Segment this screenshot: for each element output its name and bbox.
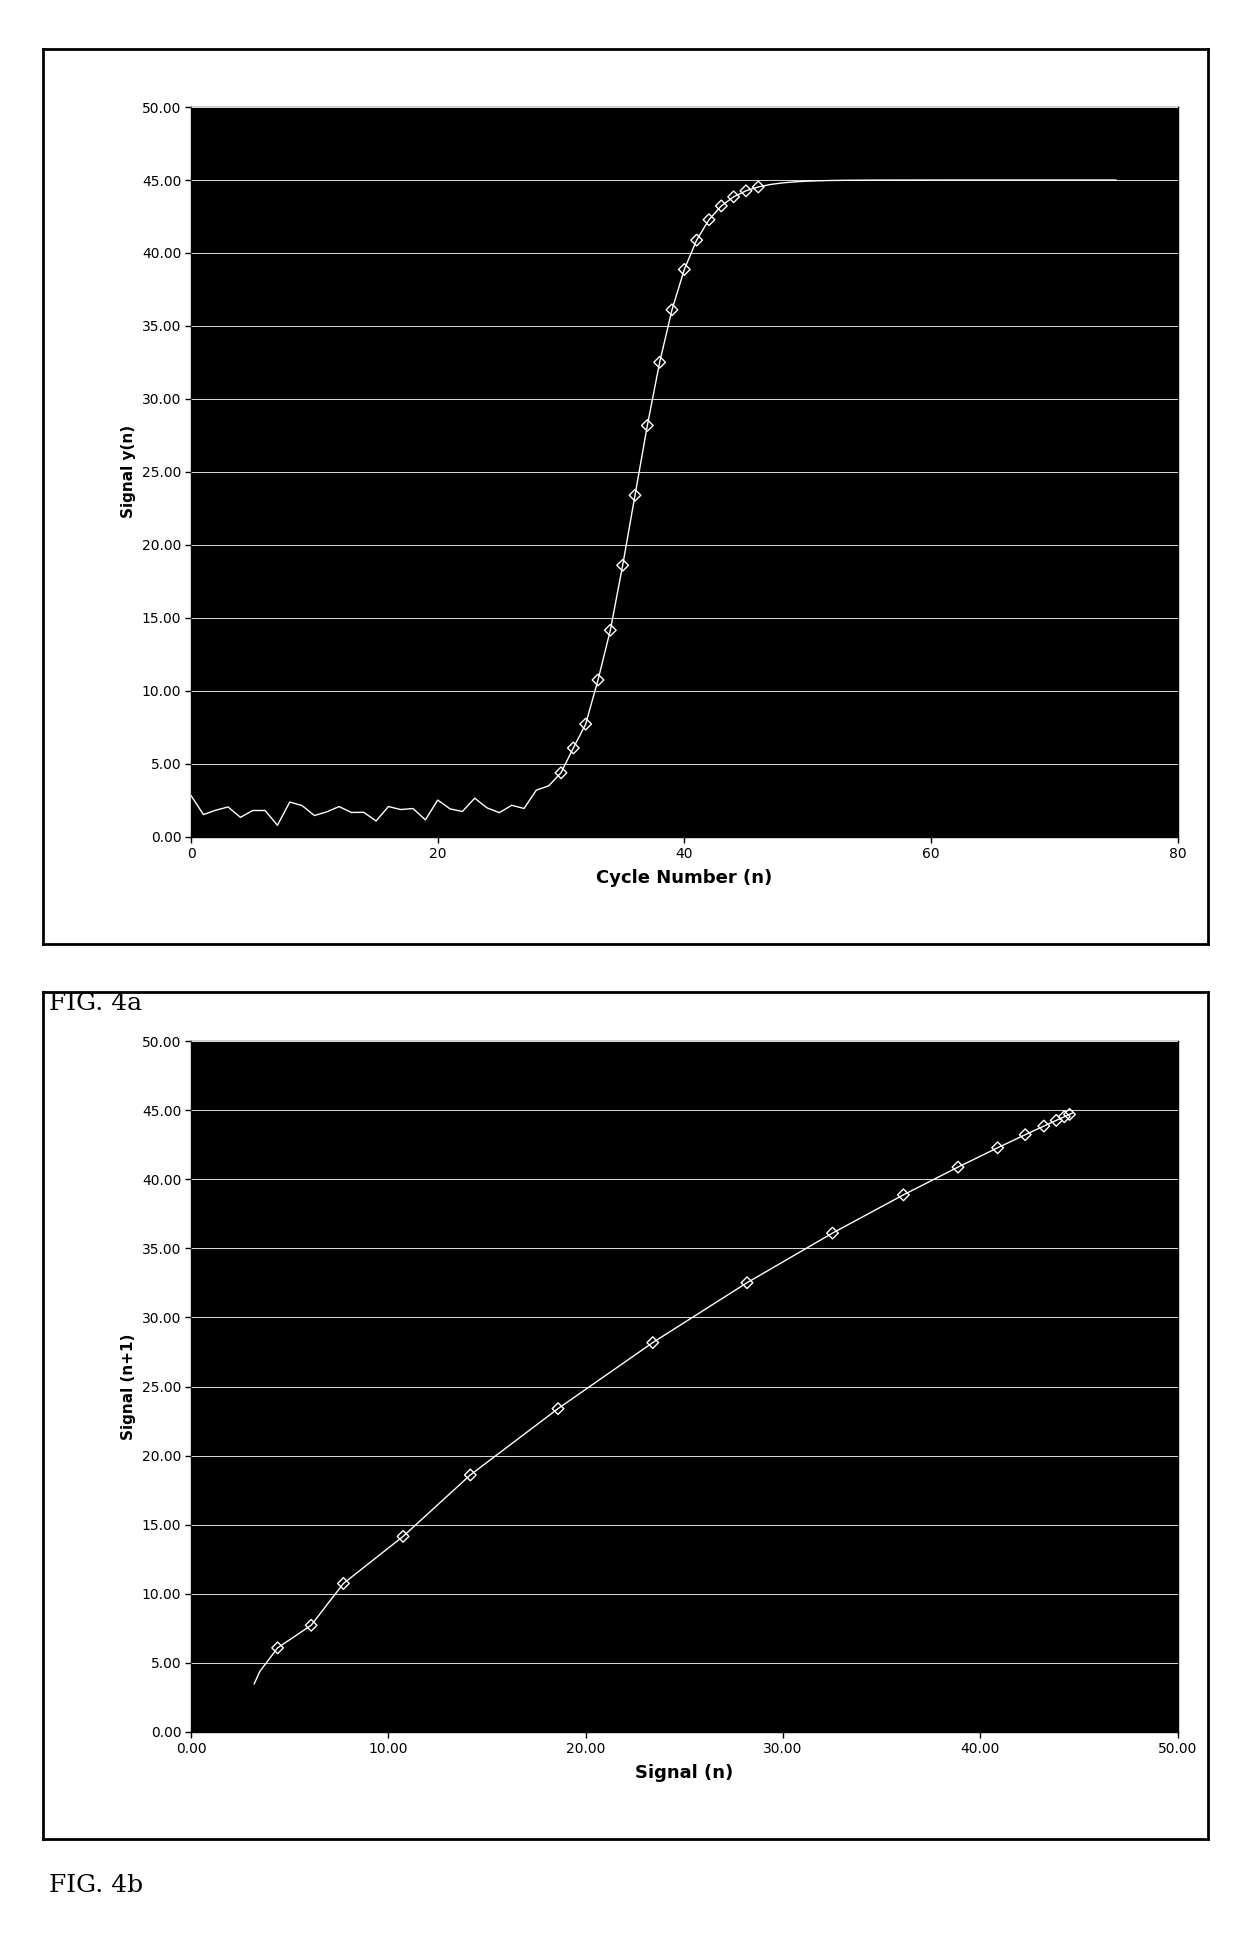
Text: FIG. 4a: FIG. 4a [49, 992, 143, 1016]
Point [948, 1152, 968, 1183]
Point [674, 253, 694, 284]
Point [563, 732, 583, 763]
Point [642, 1327, 662, 1358]
Point [1059, 1099, 1079, 1131]
Point [737, 1267, 757, 1298]
Point [268, 1633, 287, 1664]
Point [1054, 1101, 1074, 1133]
Y-axis label: Signal y(n): Signal y(n) [121, 426, 137, 518]
Point [301, 1609, 321, 1640]
Point [1047, 1105, 1067, 1136]
Text: FIG. 4b: FIG. 4b [49, 1874, 143, 1897]
Point [711, 191, 731, 222]
Point [1034, 1111, 1054, 1142]
Point [699, 204, 719, 235]
Point [625, 481, 645, 512]
Point [549, 1393, 568, 1424]
Point [724, 181, 743, 212]
Point [894, 1179, 914, 1210]
X-axis label: Signal (n): Signal (n) [635, 1763, 734, 1783]
Point [736, 175, 756, 206]
Point [1015, 1119, 1034, 1150]
X-axis label: Cycle Number (n): Cycle Number (n) [597, 868, 772, 887]
Y-axis label: Signal (n+1): Signal (n+1) [121, 1333, 137, 1440]
Point [393, 1522, 413, 1553]
Point [748, 171, 768, 202]
Point [613, 551, 633, 582]
Point [551, 757, 571, 788]
Point [687, 224, 707, 255]
Point [822, 1218, 842, 1249]
Point [334, 1568, 354, 1600]
Point [576, 708, 596, 739]
Point [988, 1133, 1007, 1164]
Point [460, 1460, 480, 1491]
Point [588, 664, 608, 695]
Point [600, 615, 620, 646]
Point [662, 294, 682, 325]
Point [650, 346, 670, 378]
Point [637, 411, 657, 442]
